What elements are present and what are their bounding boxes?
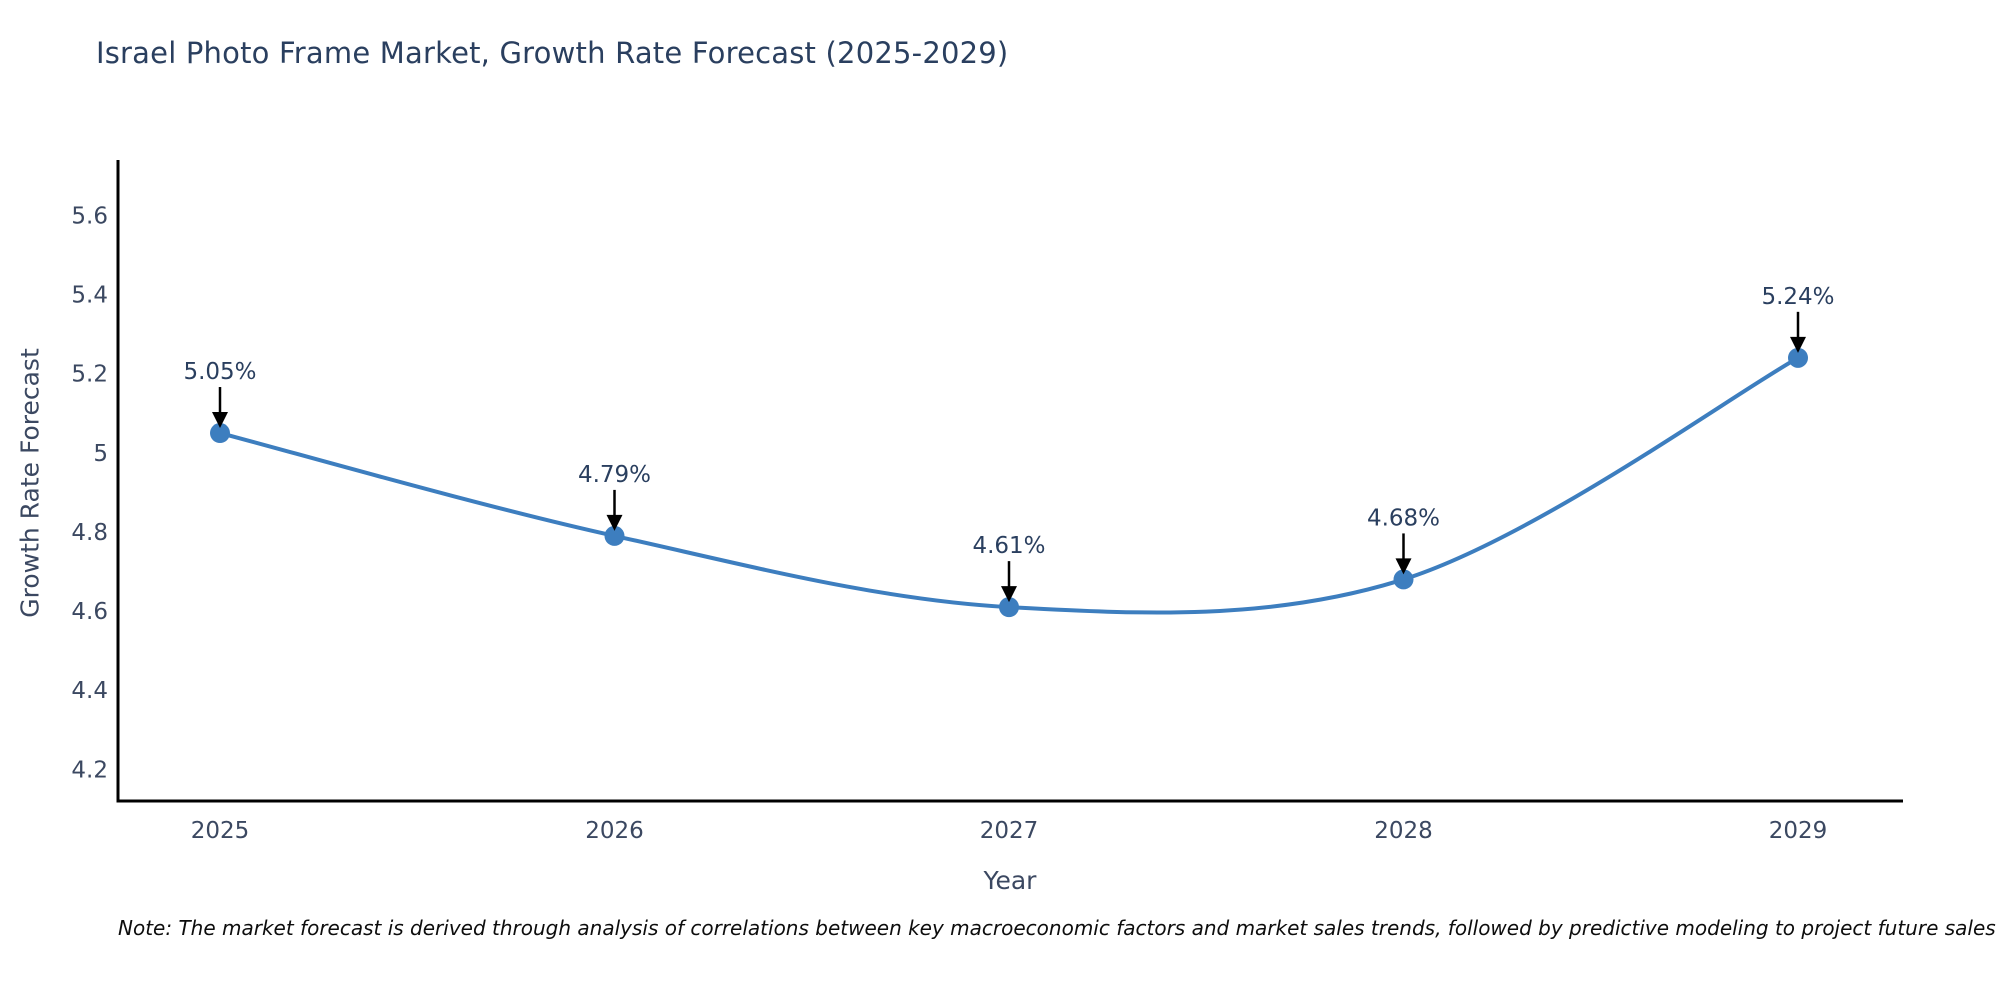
x-tick-label: 2026 [585, 818, 644, 844]
data-point-marker [999, 597, 1019, 618]
annotation-arrowhead-icon [212, 412, 228, 429]
x-tick-label: 2027 [980, 818, 1039, 844]
data-point-marker [1788, 347, 1808, 368]
y-tick-label: 4.2 [71, 757, 108, 783]
point-value-label: 4.61% [972, 533, 1045, 559]
x-axis-title: Year [983, 866, 1037, 895]
data-point-marker [1393, 569, 1414, 590]
annotation-arrowhead-icon [1790, 336, 1806, 353]
y-tick-label: 4.8 [71, 520, 108, 546]
data-point-marker [210, 423, 230, 444]
x-tick-label: 2025 [191, 818, 250, 844]
point-value-label: 4.68% [1367, 505, 1440, 531]
point-value-label: 5.05% [183, 359, 256, 385]
y-tick-label: 5.6 [71, 203, 108, 229]
annotation-arrowhead-icon [1001, 586, 1017, 603]
x-tick-label: 2028 [1374, 818, 1433, 844]
point-value-label: 4.79% [578, 462, 651, 488]
annotation-arrowhead-icon [606, 514, 623, 531]
x-tick-label: 2029 [1769, 818, 1828, 844]
y-tick-label: 5.4 [71, 283, 108, 309]
annotation-arrowhead-icon [1395, 558, 1412, 575]
footnote: Note: The market forecast is derived thr… [118, 916, 1996, 940]
y-tick-label: 4.4 [71, 678, 108, 704]
point-value-label: 5.24% [1761, 284, 1834, 310]
chart-title: Israel Photo Frame Market, Growth Rate F… [96, 36, 1009, 70]
y-axis-title: Growth Rate Forecast [15, 348, 45, 618]
data-point-marker [604, 525, 625, 546]
y-tick-label: 5.2 [71, 362, 108, 388]
y-tick-label: 5 [93, 441, 108, 467]
y-tick-label: 4.6 [71, 599, 108, 625]
